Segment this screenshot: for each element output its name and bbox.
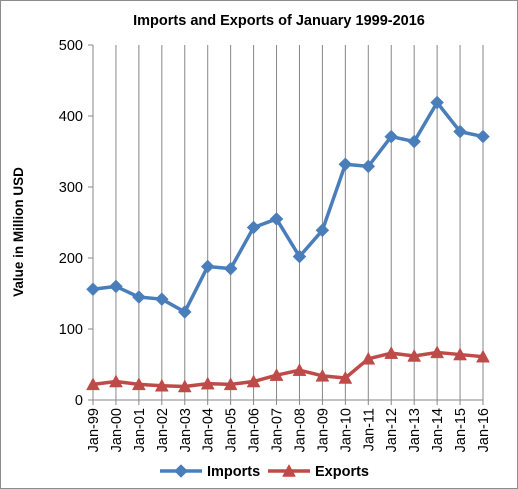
x-tick-label: Jan-14: [430, 408, 446, 452]
imports-point: [407, 134, 422, 149]
imports-legend-marker: [174, 464, 188, 478]
x-tick-label: Jan-15: [453, 408, 469, 452]
y-tick-label: 200: [59, 251, 83, 267]
imports-point: [177, 305, 192, 319]
exports-legend-label: Exports: [315, 464, 369, 480]
imports-point: [361, 159, 376, 174]
x-tick-label: Jan-09: [315, 408, 331, 452]
exports-point: [430, 345, 445, 359]
x-tick-labels: Jan-99 Jan-00 Jan-01 Jan-02 Jan-03 Jan-04 Jan-…: [86, 408, 492, 452]
imports-point: [315, 223, 330, 238]
y-tick-label: 100: [59, 322, 83, 338]
imports-point: [292, 249, 307, 264]
series-group: [86, 95, 490, 393]
exports-point: [384, 346, 399, 359]
imports-point: [86, 282, 100, 297]
x-tick-label: Jan-05: [224, 408, 240, 452]
imports-point: [338, 157, 353, 172]
imports-point: [269, 212, 284, 226]
imports-point: [154, 292, 169, 307]
x-tick-label: Jan-13: [407, 408, 423, 452]
imports-point: [453, 124, 467, 139]
exports-point: [154, 378, 169, 392]
imports-point: [223, 261, 238, 276]
axes: [88, 44, 484, 405]
x-tick-label: Jan-99: [86, 408, 102, 452]
exports-point: [361, 351, 376, 365]
exports-point: [338, 370, 353, 384]
x-tick-label: Jan-08: [292, 408, 308, 452]
exports-point: [315, 368, 330, 382]
exports-point: [109, 374, 123, 388]
exports-point: [476, 349, 490, 363]
imports-point: [132, 290, 146, 304]
x-tick-label: Jan-03: [178, 408, 194, 452]
exports-point: [177, 379, 192, 393]
exports-point: [269, 368, 284, 381]
exports-point: [200, 376, 215, 390]
imports-line: [92, 100, 484, 314]
x-tick-label: Jan-01: [132, 408, 148, 452]
y-tick-label: 0: [75, 393, 83, 409]
imports-point: [109, 279, 123, 294]
exports-point: [246, 374, 261, 388]
y-tick-label: 400: [59, 109, 83, 125]
exports-point: [86, 377, 100, 391]
x-tick-label: Jan-04: [201, 408, 217, 452]
x-tick-label: Jan-02: [155, 408, 171, 452]
exports-point: [292, 363, 307, 376]
imports-legend-label: Imports: [207, 464, 260, 480]
x-tick-label: Jan-00: [109, 408, 125, 452]
imports-point: [384, 129, 399, 144]
imports-point: [200, 259, 215, 274]
exports-point: [453, 347, 467, 361]
x-tick-label: Jan-07: [270, 408, 286, 452]
chart-title: Imports and Exports of January 1999-2016: [133, 13, 425, 29]
exports-line: [92, 350, 484, 389]
imports-point: [246, 220, 261, 235]
exports-point: [223, 377, 238, 391]
legend: Imports Exports: [160, 463, 369, 480]
x-tick-label: Jan-12: [384, 408, 400, 452]
x-tick-label: Jan-10: [338, 408, 354, 452]
exports-point: [131, 377, 146, 391]
imports-point: [430, 95, 444, 110]
x-tick-label: Jan-06: [247, 408, 263, 452]
exports-point: [407, 348, 422, 362]
imports-point: [476, 129, 490, 144]
x-tick-label: Jan-11: [361, 408, 377, 451]
y-tick-label: 500: [59, 38, 83, 54]
y-tick-label: 300: [59, 180, 83, 196]
y-axis-label: Value in Million USD: [11, 167, 26, 297]
y-tick-labels: 0 100 200 300 400 500: [59, 38, 83, 409]
x-tick-label: Jan-16: [476, 408, 492, 452]
gridlines: [92, 45, 484, 400]
exports-legend-marker: [282, 463, 296, 477]
